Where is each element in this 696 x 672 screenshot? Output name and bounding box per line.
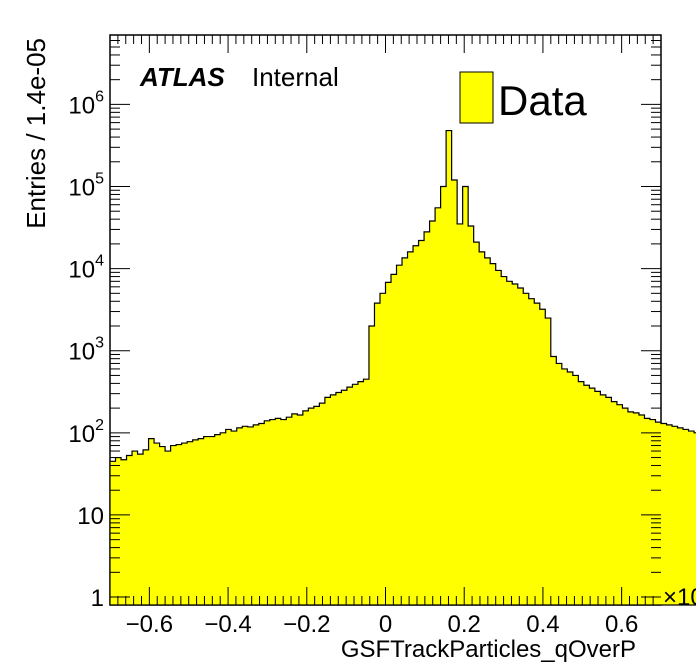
histogram-bins [109,129,696,606]
x-tick-label: −0.2 [283,611,330,638]
y-tick-label: 104 [68,253,104,284]
y-tick-label: 106 [68,88,104,119]
histogram-series [109,129,696,606]
x-axis-ticks: −0.6 −0.4 −0.2 0 0.2 0.4 0.6 [117,35,654,638]
y-tick-label: 105 [68,170,104,201]
x-tick-label: 0.4 [526,611,559,638]
x-tick-label: 0 [379,611,392,638]
atlas-label-bold: ATLAS [139,62,225,92]
legend-swatch [459,71,494,124]
y-tick-label: 102 [68,417,104,448]
legend-label: Data [498,77,587,124]
atlas-label-internal: Internal [252,62,339,92]
y-tick-label: 10 [77,503,104,530]
x-tick-label: 0.6 [605,611,638,638]
y-axis-ticks: 1 10 102 103 104 105 106 [68,34,661,612]
x-tick-label: −0.4 [204,611,251,638]
x-tick-label: −0.6 [126,611,173,638]
x-axis-title: GSFTrackParticles_qOverP [341,636,636,663]
x-multiplier-label: ×10 [663,584,696,611]
x-tick-label: 0.2 [448,611,481,638]
y-tick-label: 1 [91,585,104,612]
y-tick-label: 103 [68,335,104,366]
y-axis-title: Entries / 1.4e-05 [21,38,51,229]
